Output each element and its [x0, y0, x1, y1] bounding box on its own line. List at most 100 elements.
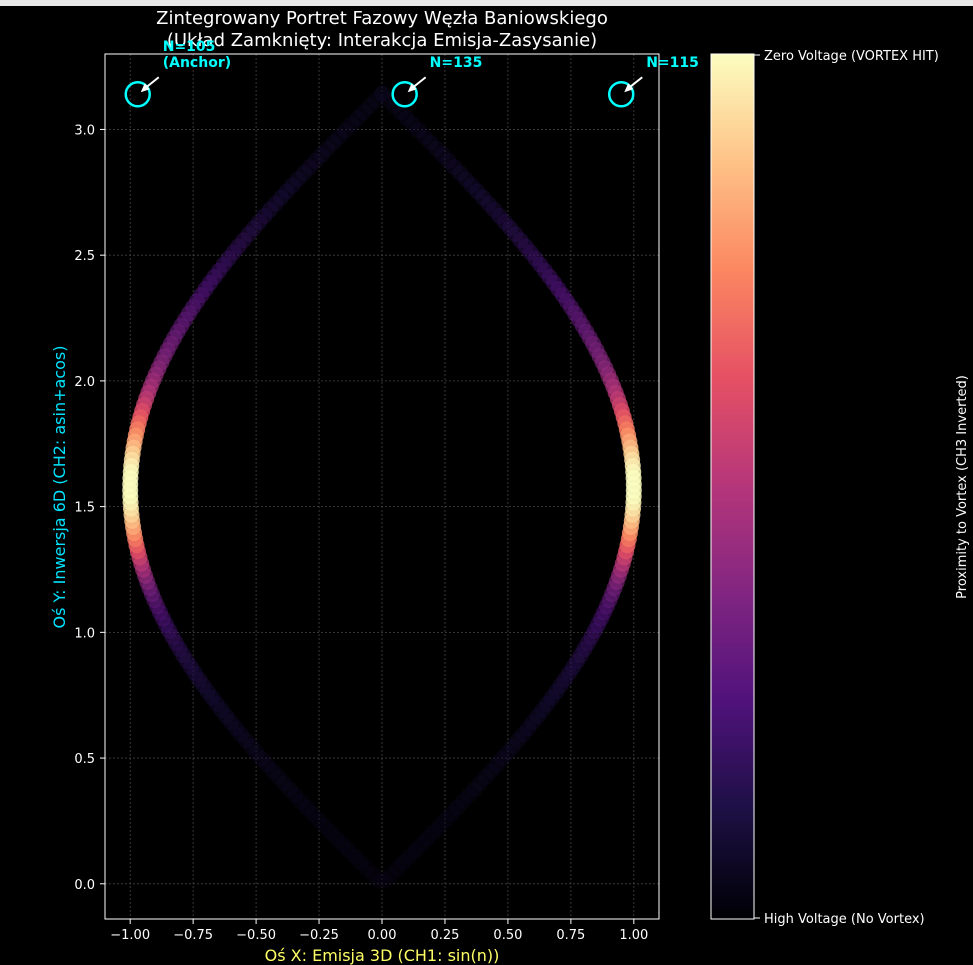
- data-point: [367, 91, 384, 108]
- data-point: [240, 226, 257, 243]
- x-tick-label: −0.25: [299, 928, 339, 943]
- data-point: [392, 104, 409, 121]
- data-point: [496, 213, 513, 230]
- data-point: [455, 793, 472, 810]
- data-point: [256, 207, 273, 224]
- data-point: [122, 476, 139, 493]
- data-point: [474, 189, 491, 206]
- data-point: [157, 616, 174, 633]
- data-point: [340, 842, 357, 859]
- data-point: [167, 634, 184, 651]
- colorbar-bottom-label: High Voltage (No Vortex): [764, 912, 925, 927]
- x-tick-label: 0.00: [368, 928, 397, 943]
- data-point: [290, 171, 307, 188]
- data-point: [546, 274, 563, 291]
- annotations: N=105(Anchor) N=135 N=115: [124, 39, 699, 108]
- data-point: [337, 122, 354, 139]
- y-tick-label: 3.0: [74, 123, 95, 138]
- data-point: [358, 860, 375, 877]
- data-point: [529, 708, 546, 725]
- data-point: [313, 146, 330, 163]
- data-point: [211, 262, 228, 279]
- data-point: [281, 781, 298, 798]
- data-point: [230, 238, 247, 255]
- data-point: [164, 628, 181, 645]
- annotation-sublabel: (Anchor): [163, 55, 231, 71]
- data-point: [477, 769, 494, 786]
- data-point: [325, 134, 342, 151]
- y-tick-label: 2.0: [74, 375, 95, 390]
- data-point: [253, 750, 270, 767]
- data-point: [449, 799, 466, 816]
- data-point: [491, 207, 508, 224]
- data-point: [175, 647, 192, 664]
- data-point: [407, 842, 424, 859]
- colorbar: [710, 53, 755, 920]
- data-point: [295, 165, 312, 182]
- annotation-label: N=115: [646, 55, 699, 71]
- data-point: [520, 720, 537, 737]
- data-point: [199, 683, 216, 700]
- data-point: [195, 677, 212, 694]
- data-point: [431, 817, 448, 834]
- data-point: [238, 732, 255, 749]
- data-point: [437, 811, 454, 828]
- annotation-marker: [607, 80, 635, 108]
- data-point: [232, 726, 249, 743]
- data-point: [515, 726, 532, 743]
- data-point: [565, 659, 582, 676]
- data-point: [463, 177, 480, 194]
- data-point: [301, 159, 318, 176]
- data-point: [556, 671, 573, 688]
- data-point: [460, 787, 477, 804]
- data-point: [215, 256, 232, 273]
- grid-lines: [105, 54, 659, 919]
- data-point: [548, 683, 565, 700]
- data-point: [590, 616, 607, 633]
- data-point: [377, 872, 394, 889]
- data-point: [352, 854, 369, 871]
- data-point: [307, 152, 324, 169]
- data-point: [483, 762, 500, 779]
- data-point: [259, 756, 276, 773]
- data-point: [179, 653, 196, 670]
- data-point: [539, 695, 556, 712]
- data-point: [171, 640, 188, 657]
- data-point: [527, 250, 544, 267]
- data-point: [446, 159, 463, 176]
- data-point: [248, 744, 265, 761]
- y-tick-label: 1.0: [74, 626, 95, 641]
- data-point: [494, 750, 511, 767]
- data-point: [419, 830, 436, 847]
- data-point: [355, 104, 372, 121]
- colorbar-label: Proximity to Vortex (CH3 Inverted): [955, 375, 970, 599]
- data-point: [383, 866, 400, 883]
- data-point: [480, 195, 497, 212]
- data-point: [472, 775, 489, 792]
- y-tick-label: 1.5: [74, 501, 95, 516]
- data-point: [374, 85, 391, 102]
- data-point: [499, 744, 516, 761]
- data-point: [561, 665, 578, 682]
- data-point: [343, 116, 360, 133]
- data-point: [512, 232, 529, 249]
- data-point: [509, 732, 526, 749]
- data-point: [425, 823, 442, 840]
- data-point: [213, 701, 230, 718]
- data-point: [361, 98, 378, 115]
- data-point: [331, 128, 348, 145]
- data-point: [223, 714, 240, 731]
- data-point: [364, 866, 381, 883]
- data-point: [410, 122, 427, 139]
- data-point: [206, 268, 223, 285]
- annotation-label: N=105: [163, 39, 216, 55]
- data-point: [580, 634, 597, 651]
- data-point: [284, 177, 301, 194]
- x-tick-label: 0.50: [493, 928, 522, 943]
- data-point: [536, 262, 553, 279]
- data-point: [543, 689, 560, 706]
- data-point: [398, 110, 415, 127]
- data-point: [273, 189, 290, 206]
- data-point: [440, 152, 457, 169]
- data-point: [245, 220, 262, 237]
